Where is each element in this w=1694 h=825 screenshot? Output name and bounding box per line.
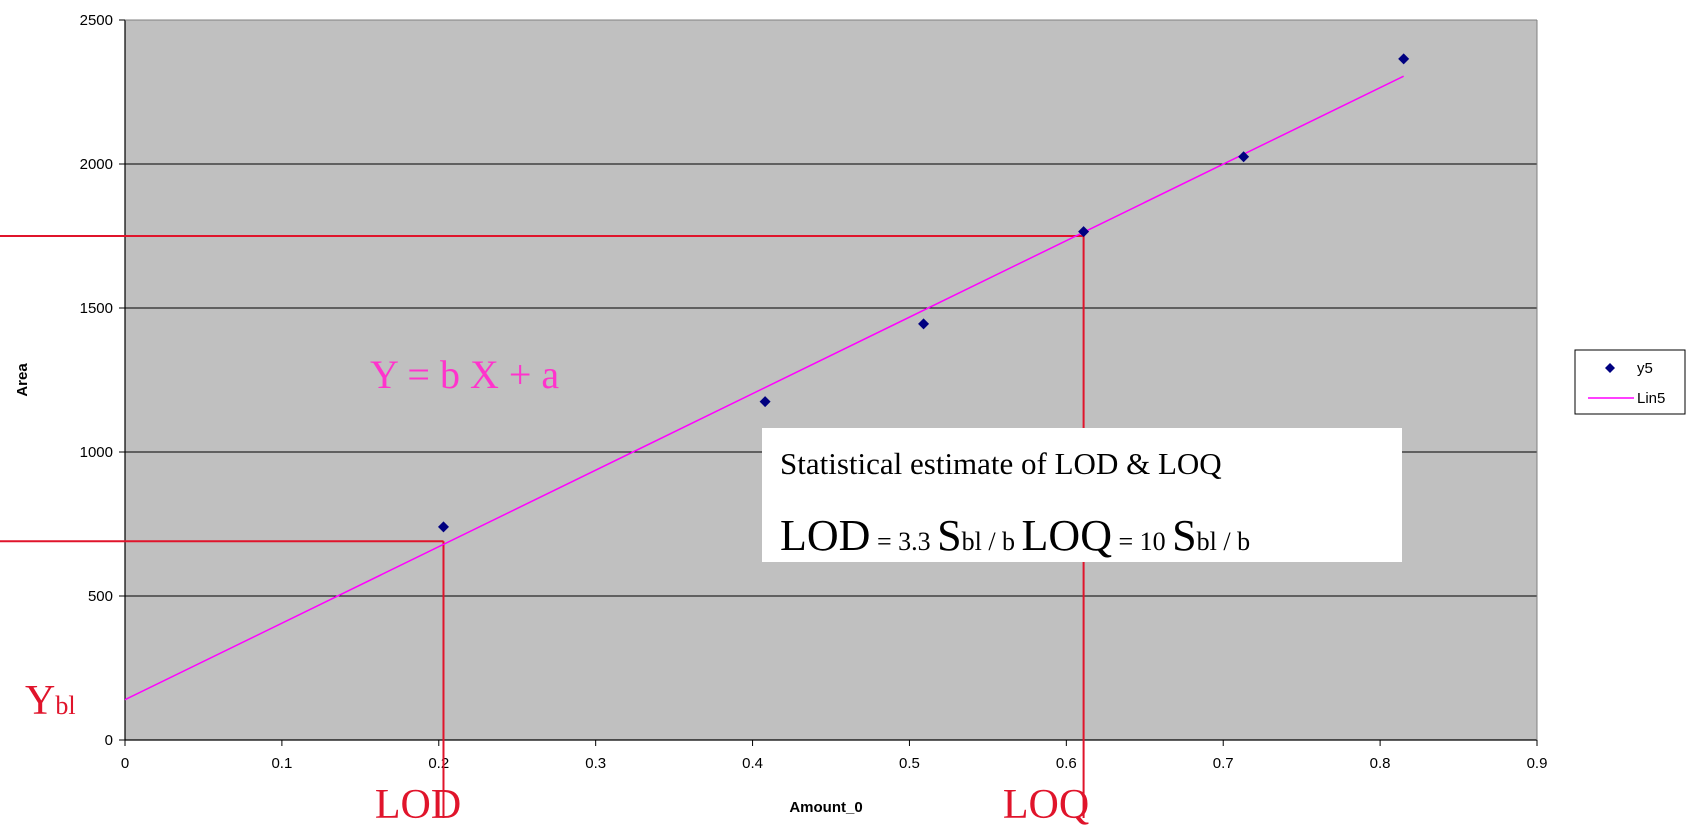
lod-formula-eq: = 3.3 bbox=[870, 527, 937, 556]
y-tick-label: 1000 bbox=[80, 444, 113, 461]
ybl-label: Ybl bbox=[25, 678, 76, 724]
x-tick-label: 0.4 bbox=[742, 755, 763, 772]
formula-box-equations: LOD = 3.3 Sbl / b LOQ = 10 Sbl / b bbox=[780, 511, 1250, 560]
x-tick-label: 0.3 bbox=[585, 755, 606, 772]
x-tick-label: 0.5 bbox=[899, 755, 920, 772]
data-point bbox=[759, 396, 771, 408]
x-tick-label: 0.9 bbox=[1527, 755, 1548, 772]
loq-label: LOQ bbox=[1003, 782, 1089, 825]
y-tick-label: 0 bbox=[105, 732, 113, 749]
axes: 0 500 1000 1500 2000 2500 0 0.1 0.2 0.3 0.4 0.5 0.6 0… bbox=[80, 12, 1548, 772]
x-tick-label: 0 bbox=[121, 755, 129, 772]
data-point bbox=[1238, 151, 1250, 163]
series-layer bbox=[124, 53, 1410, 701]
data-point bbox=[437, 521, 449, 533]
loq-s-tail: bl / b bbox=[1197, 527, 1250, 556]
x-tick-label: 0.2 bbox=[428, 755, 449, 772]
x-tick-label: 0.7 bbox=[1213, 755, 1234, 772]
y-tick-label: 1500 bbox=[80, 300, 113, 317]
data-point bbox=[1078, 226, 1090, 238]
data-point bbox=[1398, 53, 1410, 65]
formula-box: Statistical estimate of LOD & LOQ LOD = … bbox=[762, 428, 1402, 562]
lod-s-tail: bl / b bbox=[962, 527, 1022, 556]
lod-formula-big: LOD bbox=[780, 511, 870, 560]
formula-box-title: Statistical estimate of LOD & LOQ bbox=[780, 446, 1222, 481]
x-tick-label: 0.8 bbox=[1370, 755, 1391, 772]
equation-label: Y = b X + a bbox=[370, 352, 559, 397]
y-tick-label: 2000 bbox=[80, 156, 113, 173]
ybl-sub: bl bbox=[55, 691, 75, 720]
legend-marker-y5 bbox=[1605, 363, 1615, 373]
lod-s-big: S bbox=[937, 511, 961, 560]
data-point bbox=[918, 318, 930, 330]
legend-label-y5: y5 bbox=[1637, 360, 1653, 377]
legend-label-Lin5: Lin5 bbox=[1637, 390, 1665, 407]
y-tick-label: 2500 bbox=[80, 12, 113, 29]
lod-label: LOD bbox=[375, 782, 461, 825]
ybl-main: Y bbox=[25, 678, 55, 724]
legend: y5 Lin5 bbox=[1574, 349, 1686, 415]
y-tick-label: 500 bbox=[88, 588, 113, 605]
y-axis-title: Area bbox=[14, 363, 31, 397]
loq-s-big: S bbox=[1172, 511, 1196, 560]
x-tick-label: 0.1 bbox=[271, 755, 292, 772]
plot-area bbox=[125, 20, 1537, 740]
regression-line bbox=[124, 75, 1404, 701]
x-tick-label: 0.6 bbox=[1056, 755, 1077, 772]
loq-formula-eq: = 10 bbox=[1112, 527, 1172, 556]
x-axis-title: Amount_0 bbox=[789, 799, 862, 816]
loq-formula-big: LOQ bbox=[1022, 511, 1113, 560]
